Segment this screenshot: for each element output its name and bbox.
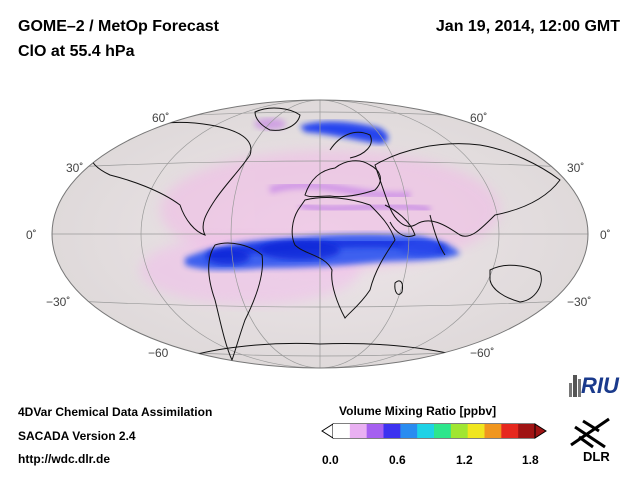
dlr-text: DLR: [583, 449, 610, 464]
lat-label-left-60: 60˚: [152, 111, 170, 125]
riu-text: RIU: [581, 373, 619, 398]
colorbar-segment: [383, 424, 401, 438]
colorbar-segment: [349, 424, 368, 438]
colorbar-segment: [450, 424, 469, 438]
lat-label-left-m60: −60: [148, 346, 169, 360]
colorbar-low-arrow: [321, 423, 334, 439]
coastlines: [89, 107, 561, 362]
colorbar-segment: [400, 424, 418, 438]
lat-label-left-0: 0˚: [26, 228, 37, 242]
colorbar-segment: [333, 424, 351, 438]
colorbar-tick-1: 0.6: [389, 453, 406, 467]
lat-label-right-30: 30˚: [567, 161, 585, 175]
footer-line-1: 4DVar Chemical Data Assimilation: [18, 405, 213, 419]
colorbar: [321, 423, 547, 439]
lat-label-right-0: 0˚: [600, 228, 611, 242]
colorbar-segment: [366, 424, 385, 438]
colorbar-segment: [434, 424, 452, 438]
map-subtitle: ClO at 55.4 hPa: [18, 43, 135, 60]
footer-link[interactable]: http://wdc.dlr.de: [18, 452, 110, 466]
lat-label-right-60: 60˚: [470, 111, 488, 125]
clo-field: [140, 118, 500, 305]
colorbar-segment: [417, 424, 435, 438]
lat-label-right-m60: −60˚: [470, 346, 495, 360]
dlr-emblem-icon: [570, 417, 610, 449]
colorbar-tick-2: 1.2: [456, 453, 473, 467]
lat-label-right-m30: −30˚: [567, 295, 592, 309]
colorbar-title: Volume Mixing Ratio [ppbv]: [339, 404, 497, 418]
graticule: [52, 100, 588, 368]
footer-line-2: SACADA Version 2.4: [18, 429, 136, 443]
lat-label-left-30: 30˚: [66, 161, 84, 175]
colorbar-segment: [467, 424, 486, 438]
colorbar-tick-0: 0.0: [322, 453, 339, 467]
colorbar-segment: [518, 424, 536, 438]
colorbar-segment: [501, 424, 519, 438]
map-title: GOME–2 / MetOp Forecast: [18, 18, 219, 35]
riu-tower-icon: [569, 375, 581, 397]
globe-outline: [51, 99, 589, 369]
forecast-datetime: Jan 19, 2014, 12:00 GMT: [435, 18, 620, 35]
lat-label-left-m30: −30˚: [46, 295, 71, 309]
colorbar-segment: [484, 424, 502, 438]
colorbar-tick-3: 1.8: [522, 453, 539, 467]
colorbar-high-arrow: [534, 423, 547, 439]
